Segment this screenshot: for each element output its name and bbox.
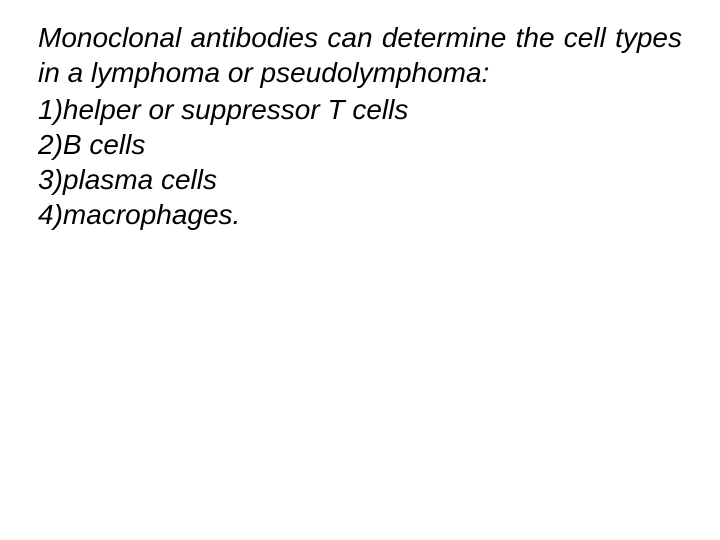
- list-item: 3)plasma cells: [38, 162, 682, 197]
- list-item: 4)macrophages.: [38, 197, 682, 232]
- list-item: 1)helper or suppressor T cells: [38, 92, 682, 127]
- slide: Monoclonal antibodies can determine the …: [0, 0, 720, 540]
- intro-text: Monoclonal antibodies can determine the …: [38, 20, 682, 90]
- list-item: 2)B cells: [38, 127, 682, 162]
